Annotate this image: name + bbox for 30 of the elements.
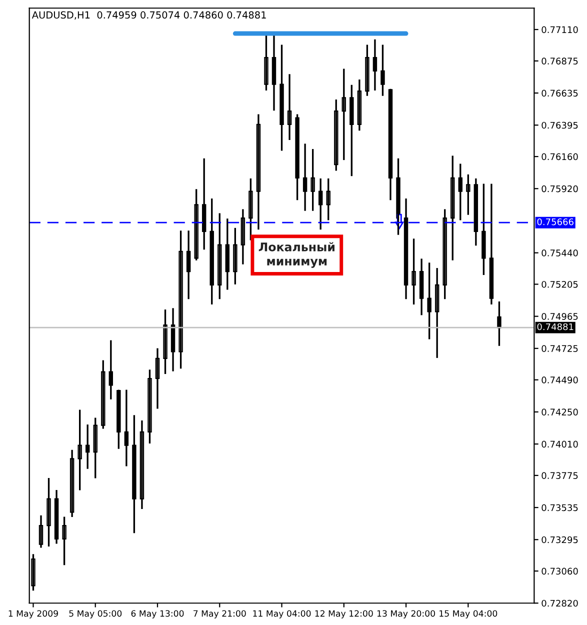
ref-line-label: 0.75666 [537,218,574,226]
y-tick-label: 0.74965 [542,313,578,320]
y-tick-label: 0.76160 [542,153,578,160]
y-tick-label: 0.74250 [542,408,578,416]
ref-line-label: 0.74881 [537,323,574,330]
x-tick-label: 5 May 05:00 [69,610,122,618]
y-tick-label: 0.75920 [542,185,578,192]
y-tick-label: 0.73775 [542,472,578,479]
annotation: Локальный минимум [258,242,334,268]
chart-title: AUDUSD,H1 0.74959 0.75074 0.74860 0.74881 [32,11,266,20]
x-tick-label: 15 May 04:00 [440,610,498,618]
x-tick-label: 1 May 2009 [8,610,58,618]
x-tick-label: 7 May 21:00 [194,610,246,618]
x-tick-label: 11 May 04:00 [253,610,311,618]
y-tick-label: 0.73295 [542,536,578,544]
y-tick-label: 0.73060 [542,568,578,575]
y-tick-label: 0.75440 [542,250,578,256]
y-tick-label: 0.76635 [542,90,578,97]
x-tick-label: 13 May 20:00 [377,610,435,618]
y-tick-label: 0.75205 [542,280,578,288]
y-tick-label: 0.72820 [542,600,578,607]
x-tick-label: 6 May 13:00 [131,610,184,618]
y-tick-label: 0.77110 [542,26,578,34]
y-tick-label: 0.74010 [542,440,578,448]
x-tick-label: 12 May 12:00 [315,610,373,618]
y-tick-label: 0.76395 [542,122,578,129]
y-tick-label: 0.76875 [542,58,578,64]
y-tick-label: 0.74725 [542,345,578,352]
y-tick-label: 0.74490 [542,376,578,384]
y-tick-label: 0.73535 [542,504,578,512]
